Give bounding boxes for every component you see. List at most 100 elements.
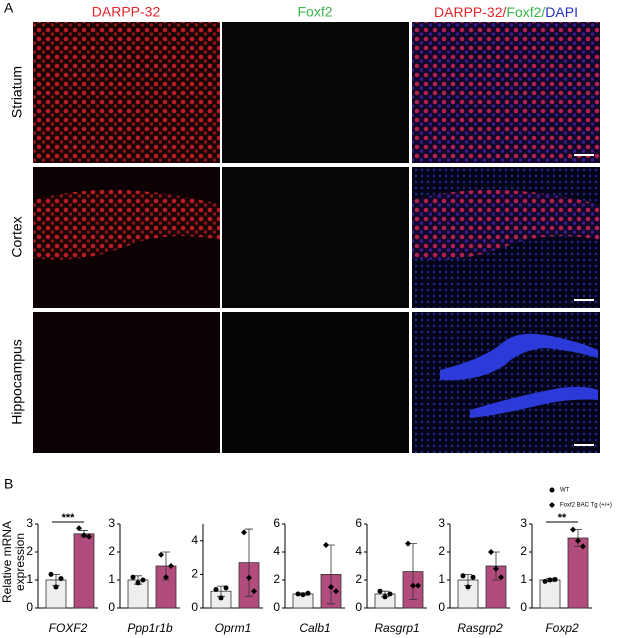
image-region bbox=[33, 189, 220, 260]
image-region bbox=[440, 333, 598, 381]
y-tick-label: 0 bbox=[108, 600, 115, 614]
data-point bbox=[223, 585, 229, 591]
micrographs bbox=[33, 22, 600, 453]
image-region bbox=[412, 189, 600, 260]
image bbox=[412, 312, 600, 453]
image bbox=[222, 22, 409, 163]
header-part: Foxf2/ bbox=[506, 4, 545, 20]
image bbox=[412, 22, 600, 163]
data-point bbox=[498, 574, 504, 581]
y-tick-label: 6 bbox=[273, 516, 280, 530]
data-point bbox=[58, 576, 64, 582]
data-point bbox=[218, 595, 224, 601]
image bbox=[33, 22, 220, 163]
data-point bbox=[465, 584, 471, 590]
data-point bbox=[470, 574, 476, 580]
chart-label: Foxp2 bbox=[545, 621, 579, 635]
data-point bbox=[135, 580, 141, 586]
chart-label: Ppp1r1b bbox=[127, 621, 173, 635]
data-point bbox=[552, 576, 558, 582]
chart-label: Rasgrp2 bbox=[457, 621, 503, 635]
panel-label: A bbox=[4, 0, 14, 16]
data-point bbox=[328, 584, 334, 590]
y-tick-label: 1 bbox=[108, 572, 115, 586]
y-tick-label: 2 bbox=[273, 572, 280, 586]
data-point bbox=[305, 590, 311, 596]
data-point bbox=[570, 526, 576, 533]
image bbox=[33, 312, 220, 453]
data-point bbox=[488, 549, 494, 555]
data-point bbox=[387, 591, 393, 597]
legend-label: Foxf2 BAC Tg (+/+) bbox=[560, 503, 612, 509]
y-tick-label: 0 bbox=[26, 600, 33, 614]
y-tick-label: 1 bbox=[520, 572, 527, 586]
data-point bbox=[405, 540, 411, 547]
chart-label: Oprm1 bbox=[215, 621, 252, 635]
chart-label: Rasgrp1 bbox=[374, 621, 419, 635]
data-point bbox=[246, 574, 252, 581]
y-tick-label: 2 bbox=[108, 544, 115, 558]
y-axis-label: Relative mRNA bbox=[0, 521, 14, 603]
bar bbox=[539, 579, 561, 609]
y-tick-label: 1 bbox=[26, 572, 33, 586]
y-tick-label: 0 bbox=[273, 600, 280, 614]
data-point bbox=[493, 565, 499, 572]
data-point bbox=[415, 582, 421, 589]
data-point bbox=[377, 588, 383, 594]
significance: *** bbox=[62, 512, 76, 524]
data-point bbox=[158, 551, 164, 558]
y-tick-label: 4 bbox=[355, 544, 362, 558]
y-tick-label: 0 bbox=[520, 600, 527, 614]
panel-label: B bbox=[4, 476, 13, 492]
y-tick-label: 0 bbox=[191, 600, 198, 614]
legend-marker bbox=[549, 502, 555, 508]
column-header: Foxf2 bbox=[297, 4, 332, 20]
image-region bbox=[470, 386, 598, 418]
data-point bbox=[333, 588, 339, 595]
y-tick-label: 2 bbox=[191, 567, 198, 581]
legend-marker bbox=[549, 487, 555, 493]
y-tick-label: 3 bbox=[438, 516, 445, 530]
data-point bbox=[295, 591, 301, 597]
data-point bbox=[542, 578, 548, 584]
header-part: DARPP-32/ bbox=[434, 4, 506, 20]
image bbox=[222, 312, 409, 453]
data-point bbox=[163, 574, 169, 581]
data-point bbox=[382, 594, 388, 600]
y-tick-label: 0 bbox=[438, 600, 445, 614]
error-bar bbox=[245, 528, 253, 597]
row-label: Cortex bbox=[9, 216, 25, 257]
data-point bbox=[460, 573, 466, 579]
y-tick-label: 1 bbox=[438, 572, 445, 586]
y-tick-label: 2 bbox=[26, 544, 33, 558]
y-tick-label: 4 bbox=[191, 533, 198, 547]
data-point bbox=[213, 587, 219, 593]
row-label: Hippocampus bbox=[9, 339, 25, 425]
image bbox=[222, 167, 409, 308]
y-axis-label: expression bbox=[13, 533, 27, 591]
significance: ** bbox=[558, 512, 567, 524]
data-point bbox=[323, 542, 329, 548]
chart-label: FOXF2 bbox=[49, 621, 88, 635]
data-point bbox=[140, 577, 146, 583]
y-tick-label: 3 bbox=[26, 516, 33, 530]
y-tick-label: 2 bbox=[520, 544, 527, 558]
y-tick-label: 2 bbox=[438, 544, 445, 558]
legend-label: WT bbox=[560, 488, 570, 494]
data-point bbox=[547, 577, 553, 583]
data-point bbox=[241, 529, 247, 536]
row-label: Striatum bbox=[9, 66, 25, 118]
y-tick-label: 0 bbox=[355, 600, 362, 614]
header-part: DAPI bbox=[545, 4, 578, 20]
data-point bbox=[53, 584, 59, 590]
y-tick-label: 3 bbox=[108, 516, 115, 530]
column-header: DARPP-32 bbox=[92, 4, 161, 20]
data-point bbox=[575, 537, 581, 544]
data-point bbox=[130, 574, 136, 580]
data-point bbox=[81, 532, 87, 539]
y-tick-label: 3 bbox=[520, 516, 527, 530]
data-point bbox=[48, 571, 54, 577]
y-tick-label: 2 bbox=[355, 572, 362, 586]
chart-label: Calb1 bbox=[299, 621, 330, 635]
